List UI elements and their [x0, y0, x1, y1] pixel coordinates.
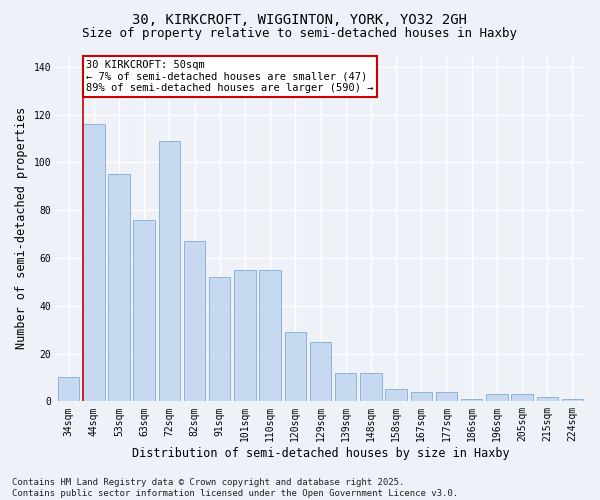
- Text: Size of property relative to semi-detached houses in Haxby: Size of property relative to semi-detach…: [83, 28, 517, 40]
- Bar: [259, 270, 281, 402]
- Bar: [284, 332, 306, 402]
- Text: Contains HM Land Registry data © Crown copyright and database right 2025.
Contai: Contains HM Land Registry data © Crown c…: [12, 478, 458, 498]
- Bar: [234, 270, 256, 402]
- Bar: [335, 372, 356, 402]
- Bar: [511, 394, 533, 402]
- Bar: [184, 242, 205, 402]
- Bar: [83, 124, 104, 402]
- Text: 30, KIRKCROFT, WIGGINTON, YORK, YO32 2GH: 30, KIRKCROFT, WIGGINTON, YORK, YO32 2GH: [133, 12, 467, 26]
- Bar: [436, 392, 457, 402]
- Bar: [133, 220, 155, 402]
- Bar: [536, 396, 558, 402]
- Text: 30 KIRKCROFT: 50sqm
← 7% of semi-detached houses are smaller (47)
89% of semi-de: 30 KIRKCROFT: 50sqm ← 7% of semi-detache…: [86, 60, 374, 93]
- Bar: [562, 399, 583, 402]
- Bar: [486, 394, 508, 402]
- Bar: [385, 390, 407, 402]
- Bar: [109, 174, 130, 402]
- Bar: [360, 372, 382, 402]
- Y-axis label: Number of semi-detached properties: Number of semi-detached properties: [15, 107, 28, 350]
- Bar: [310, 342, 331, 402]
- Bar: [58, 378, 79, 402]
- Bar: [461, 399, 482, 402]
- Bar: [158, 141, 180, 402]
- Bar: [209, 277, 230, 402]
- X-axis label: Distribution of semi-detached houses by size in Haxby: Distribution of semi-detached houses by …: [132, 447, 509, 460]
- Bar: [410, 392, 432, 402]
